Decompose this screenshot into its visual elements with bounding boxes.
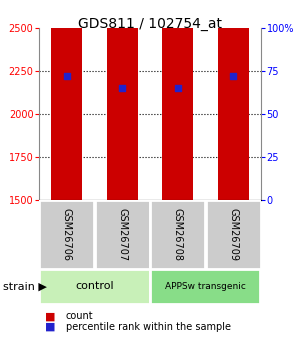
Bar (39, 269, 150, 304)
Text: count: count (66, 312, 94, 321)
Text: strain ▶: strain ▶ (3, 282, 47, 291)
Text: control: control (75, 282, 114, 291)
Text: APPSw transgenic: APPSw transgenic (165, 282, 246, 291)
Point (176, 85, 180, 91)
Bar (107, 164, 137, 200)
Bar (39, 200, 94, 269)
Text: GSM26709: GSM26709 (228, 208, 238, 261)
Bar (163, 148, 193, 200)
Bar (206, 200, 261, 269)
Bar (218, 47, 248, 200)
Text: ■: ■ (45, 322, 56, 332)
Bar (52, 0, 82, 200)
Point (64, 73, 69, 79)
Text: GSM26706: GSM26706 (62, 208, 72, 261)
Text: percentile rank within the sample: percentile rank within the sample (66, 322, 231, 332)
Text: ■: ■ (45, 312, 56, 321)
Bar (163, 0, 193, 200)
Bar (150, 200, 205, 269)
Bar (95, 200, 150, 269)
Text: GSM26707: GSM26707 (117, 208, 127, 261)
Bar (150, 269, 260, 304)
Bar (107, 0, 137, 200)
Text: GDS811 / 102754_at: GDS811 / 102754_at (78, 17, 222, 31)
Bar (218, 0, 248, 200)
Bar (52, 59, 82, 200)
Point (120, 85, 125, 91)
Text: GSM26708: GSM26708 (173, 208, 183, 261)
Point (231, 73, 236, 79)
